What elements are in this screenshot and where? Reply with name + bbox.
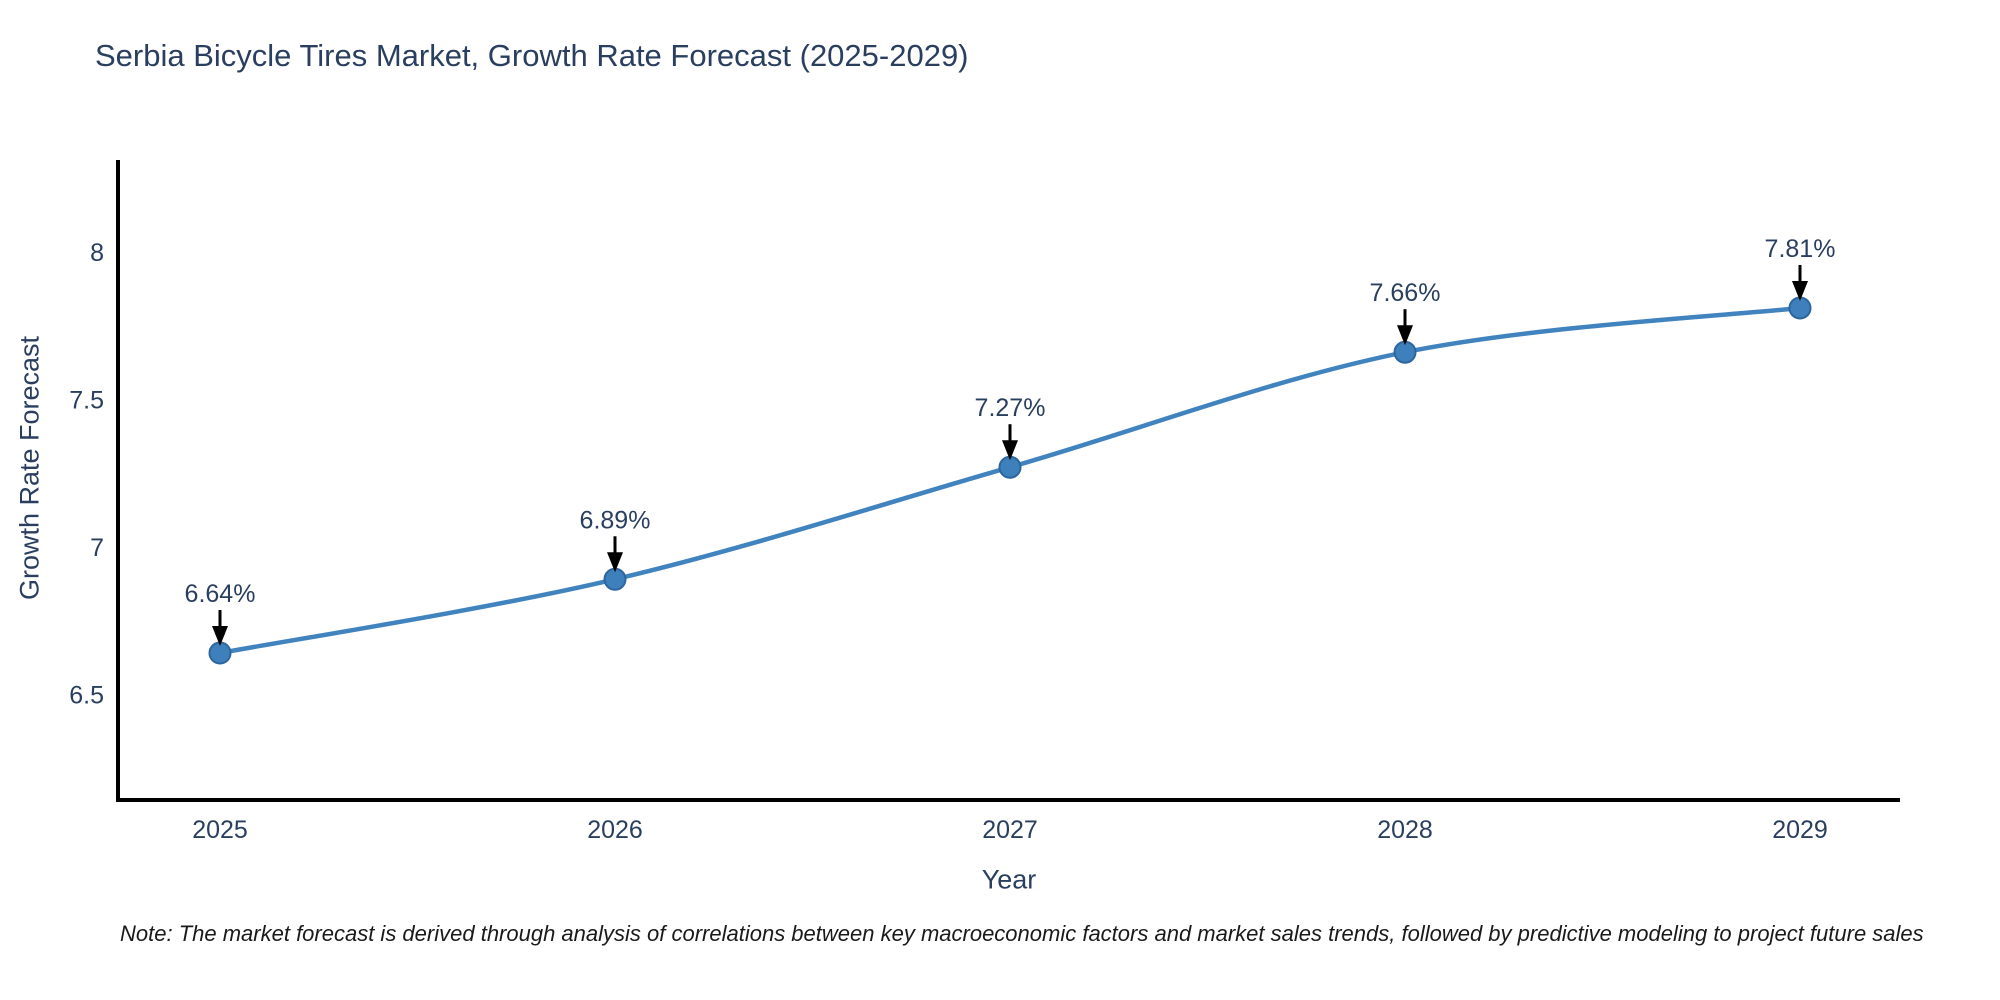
x-tick-label: 2027 xyxy=(982,816,1038,844)
annotation-arrowhead-icon xyxy=(1002,440,1018,461)
x-axis-title: Year xyxy=(981,864,1037,895)
annotation-arrowhead-icon xyxy=(212,626,228,646)
forecast-line xyxy=(217,305,1803,656)
point-value-label: 6.64% xyxy=(185,580,256,608)
x-tick-label: 2025 xyxy=(192,816,248,844)
x-tick-label: 2029 xyxy=(1772,816,1828,844)
y-tick-label: 6.5 xyxy=(69,681,104,709)
annotation-arrowhead-icon xyxy=(607,552,623,573)
chart-title: Serbia Bicycle Tires Market, Growth Rate… xyxy=(95,38,969,73)
point-value-label: 7.66% xyxy=(1370,279,1441,307)
point-value-label: 6.89% xyxy=(580,506,651,534)
y-tick-label: 8 xyxy=(90,239,104,267)
x-tick-label: 2028 xyxy=(1377,816,1433,844)
footnote: Note: The market forecast is derived thr… xyxy=(120,921,1924,946)
annotation-arrowhead-icon xyxy=(1397,325,1413,346)
point-value-label: 7.27% xyxy=(975,394,1046,422)
x-tick-label: 2026 xyxy=(587,816,643,844)
point-value-label: 7.81% xyxy=(1765,235,1836,263)
annotation-arrowhead-icon xyxy=(1792,280,1808,301)
y-tick-label: 7.5 xyxy=(69,386,104,414)
y-tick-label: 7 xyxy=(90,534,104,562)
